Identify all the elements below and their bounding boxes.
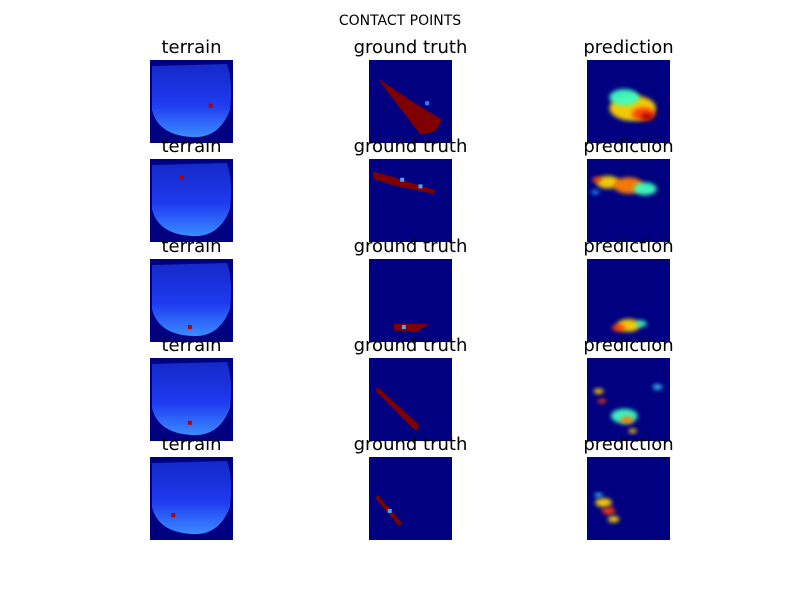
terrain-title: terrain [161,236,221,257]
prediction-title: prediction [583,37,673,58]
terrain-title: terrain [161,37,221,58]
prediction-blob [609,89,640,106]
panel-background [369,358,452,441]
prediction-title: prediction [583,236,673,257]
ground-truth-accent [387,508,392,513]
prediction-blob [597,398,607,404]
terrain-contact-marker [179,175,184,180]
panel-ground-truth-row-4: ground truth [354,335,468,441]
panel-ground-truth-row-1: ground truth [354,37,468,143]
prediction-blob [601,507,616,515]
ground-truth-title: ground truth [354,434,468,455]
ground-truth-region [377,78,443,135]
prediction-blob [628,428,637,434]
prediction-blob [607,516,620,523]
ground-truth-title: ground truth [354,37,468,58]
panel-background [369,159,452,242]
panel-terrain-row-1: terrain [150,37,233,143]
prediction-blob [593,388,604,394]
terrain-title: terrain [161,335,221,356]
terrain-mask [152,362,231,436]
prediction-blob [635,320,647,327]
terrain-contact-marker [171,513,176,518]
ground-truth-accent [401,325,406,330]
terrain-mask [152,163,231,237]
prediction-blob [652,384,663,390]
panel-background [369,457,452,540]
panel-terrain-row-4: terrain [150,335,233,441]
terrain-mask [152,461,231,535]
figure-suptitle: CONTACT POINTS [339,13,461,29]
prediction-title: prediction [583,335,673,356]
terrain-title: terrain [161,136,221,157]
prediction-title: prediction [583,434,673,455]
terrain-contact-marker [187,325,192,330]
panel-prediction-row-2: prediction [583,136,674,242]
ground-truth-accent [425,101,430,106]
terrain-mask [152,263,231,337]
prediction-blob [595,498,612,508]
prediction-blob [633,182,657,196]
ground-truth-title: ground truth [354,335,468,356]
panel-terrain-row-2: terrain [150,136,233,242]
panel-prediction-row-1: prediction [583,37,674,143]
panel-grid: terrain ground truth prediction terrain grou… [150,37,674,540]
panel-terrain-row-3: terrain [150,236,233,342]
panel-prediction-row-4: prediction [583,335,674,441]
prediction-blob [594,492,603,498]
prediction-title: prediction [583,136,673,157]
prediction-blob [591,177,602,183]
terrain-contact-marker [187,420,192,425]
ground-truth-accent [400,177,405,182]
panel-ground-truth-row-3: ground truth [354,236,468,342]
terrain-mask [152,64,231,138]
ground-truth-accent [418,184,423,189]
panel-prediction-row-3: prediction [583,236,674,342]
panel-ground-truth-row-2: ground truth [354,136,468,242]
panel-background [587,457,670,540]
ground-truth-title: ground truth [354,136,468,157]
prediction-blob [611,324,626,332]
panel-prediction-row-5: prediction [583,434,674,540]
terrain-contact-marker [208,103,213,108]
panel-ground-truth-row-5: ground truth [354,434,468,540]
prediction-blob [620,416,634,424]
ground-truth-title: ground truth [354,236,468,257]
panel-terrain-row-5: terrain [150,434,233,540]
prediction-blob [640,113,653,120]
terrain-title: terrain [161,434,221,455]
prediction-blob [596,175,620,189]
prediction-blob [591,189,600,195]
ground-truth-region [375,387,419,432]
panel-background [587,159,670,242]
